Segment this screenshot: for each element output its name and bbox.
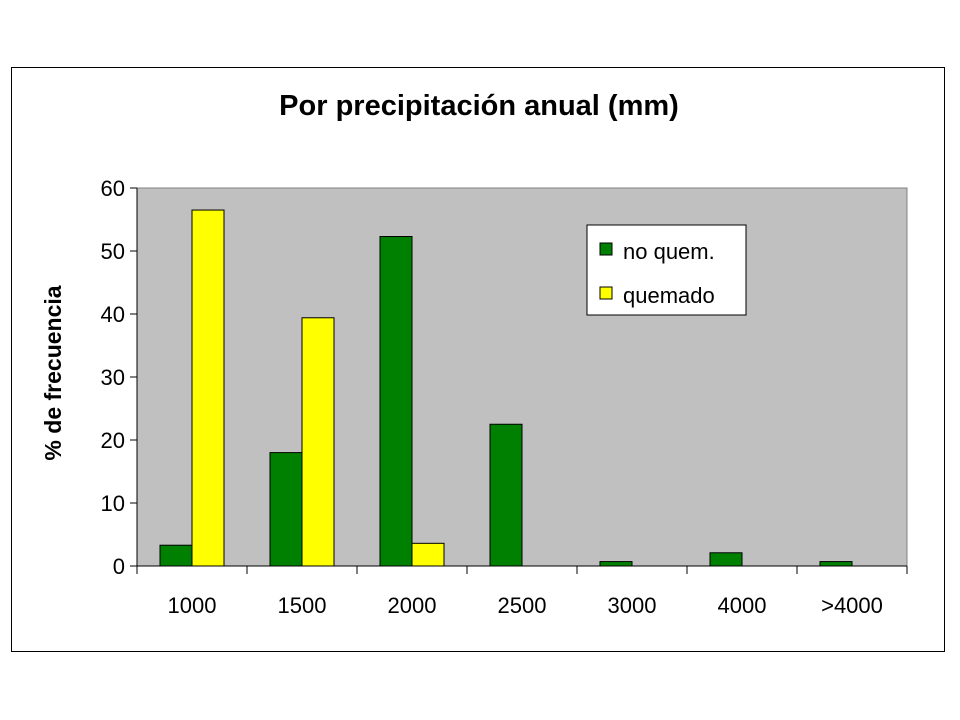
y-axis-label: % de frecuencia — [40, 285, 66, 460]
y-tick-label-40: 40 — [101, 302, 125, 327]
x-tick-label-4000: 4000 — [718, 593, 767, 618]
bar-no-quem-2000 — [379, 236, 413, 567]
y-tick-label-20: 20 — [101, 428, 125, 453]
y-tick-label-0: 0 — [113, 554, 125, 579]
x-tick-label-gt4000: >4000 — [821, 593, 883, 618]
bar-quemado-1500 — [301, 317, 335, 567]
legend-swatch-quemado — [599, 286, 613, 300]
bar-no-quem-2500 — [489, 423, 523, 567]
legend: no quem. quemado — [586, 224, 747, 316]
y-tick-label-60: 60 — [101, 176, 125, 201]
bar-no-quem-1500 — [269, 452, 303, 567]
bar-no-quem-3000 — [599, 561, 633, 567]
chart-title: Por precipitación anual (mm) — [279, 90, 679, 122]
x-tick-label-3000: 3000 — [608, 593, 657, 618]
y-tick-label-10: 10 — [101, 491, 125, 516]
bar-no-quem-1000 — [159, 544, 193, 567]
bar-quemado-1000 — [191, 209, 225, 567]
y-tick-label-30: 30 — [101, 365, 125, 390]
x-tick-label-2500: 2500 — [498, 593, 547, 618]
x-tick-label-1000: 1000 — [168, 593, 217, 618]
bar-quemado-2000 — [411, 542, 445, 567]
y-tick-label-50: 50 — [101, 239, 125, 264]
legend-label-quemado: quemado — [623, 283, 715, 308]
legend-swatch-no-quem — [599, 242, 613, 256]
x-tick-label-2000: 2000 — [388, 593, 437, 618]
legend-label-no-quem: no quem. — [623, 239, 715, 264]
bar-no-quem-4000 — [709, 552, 743, 567]
x-tick-label-1500: 1500 — [278, 593, 327, 618]
legend-box — [586, 224, 747, 316]
bar-no-quem-gt4000 — [819, 561, 853, 567]
